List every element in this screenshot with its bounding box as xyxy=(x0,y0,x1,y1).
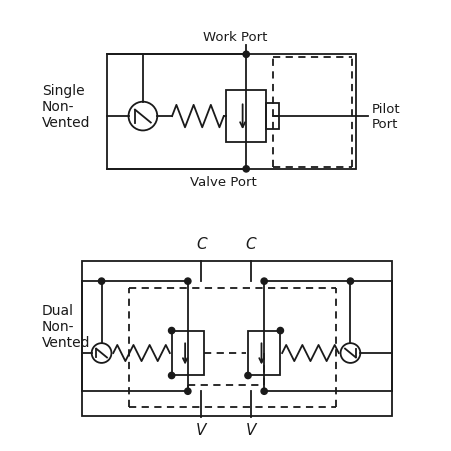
Circle shape xyxy=(243,52,249,58)
Circle shape xyxy=(243,166,249,173)
Bar xyxy=(226,91,266,143)
Circle shape xyxy=(168,373,175,379)
Circle shape xyxy=(98,278,105,285)
Text: Dual
Non-
Vented: Dual Non- Vented xyxy=(42,303,90,350)
Circle shape xyxy=(244,373,251,379)
Text: C: C xyxy=(196,236,206,252)
Bar xyxy=(171,331,203,376)
Text: Valve Port: Valve Port xyxy=(190,175,257,188)
Circle shape xyxy=(276,328,283,334)
Circle shape xyxy=(346,278,353,285)
Circle shape xyxy=(261,388,267,395)
Circle shape xyxy=(168,328,175,334)
Text: C: C xyxy=(245,236,255,252)
Bar xyxy=(248,331,280,376)
Text: Pilot
Port: Pilot Port xyxy=(371,103,400,131)
Circle shape xyxy=(184,278,190,285)
Circle shape xyxy=(184,388,190,395)
Text: V: V xyxy=(196,422,206,437)
Bar xyxy=(266,104,278,130)
Circle shape xyxy=(261,278,267,285)
Text: Single
Non-
Vented: Single Non- Vented xyxy=(42,83,90,130)
Text: Work Port: Work Port xyxy=(202,31,267,44)
Text: V: V xyxy=(245,422,255,437)
Bar xyxy=(82,262,391,416)
Bar xyxy=(107,55,355,170)
